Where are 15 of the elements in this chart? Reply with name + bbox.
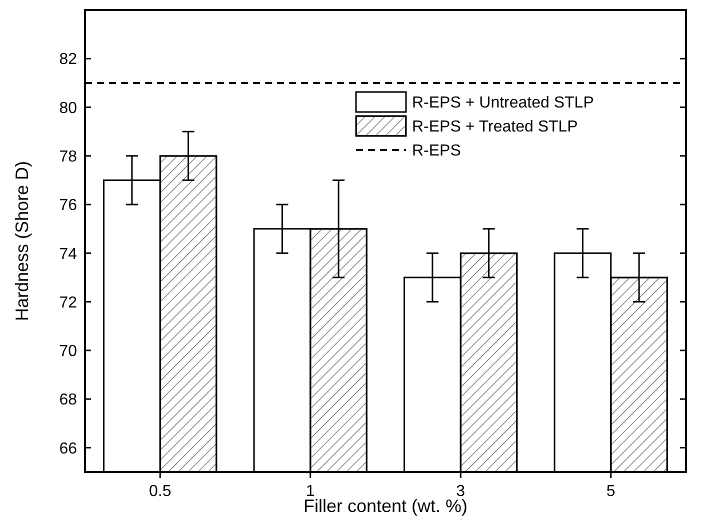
y-tick-label: 74 xyxy=(59,246,78,263)
x-tick-label: 0.5 xyxy=(149,483,172,500)
y-tick-label: 80 xyxy=(59,100,78,117)
y-tick-label: 82 xyxy=(59,51,78,68)
x-tick-label: 5 xyxy=(606,483,616,500)
y-tick-label: 72 xyxy=(59,294,78,312)
legend-label: R-EPS + Treated STLP xyxy=(412,118,578,136)
y-tick-label: 70 xyxy=(59,343,78,360)
legend-label: R-EPS xyxy=(412,142,461,160)
y-tick-label: 66 xyxy=(59,440,78,458)
legend-label: R-EPS + Untreated STLP xyxy=(412,94,594,112)
y-tick-label: 78 xyxy=(59,148,78,166)
y-axis-title: Hardness (Shore D) xyxy=(12,160,32,322)
y-tick-label: 68 xyxy=(59,392,78,409)
y-tick-label: 76 xyxy=(59,197,78,214)
